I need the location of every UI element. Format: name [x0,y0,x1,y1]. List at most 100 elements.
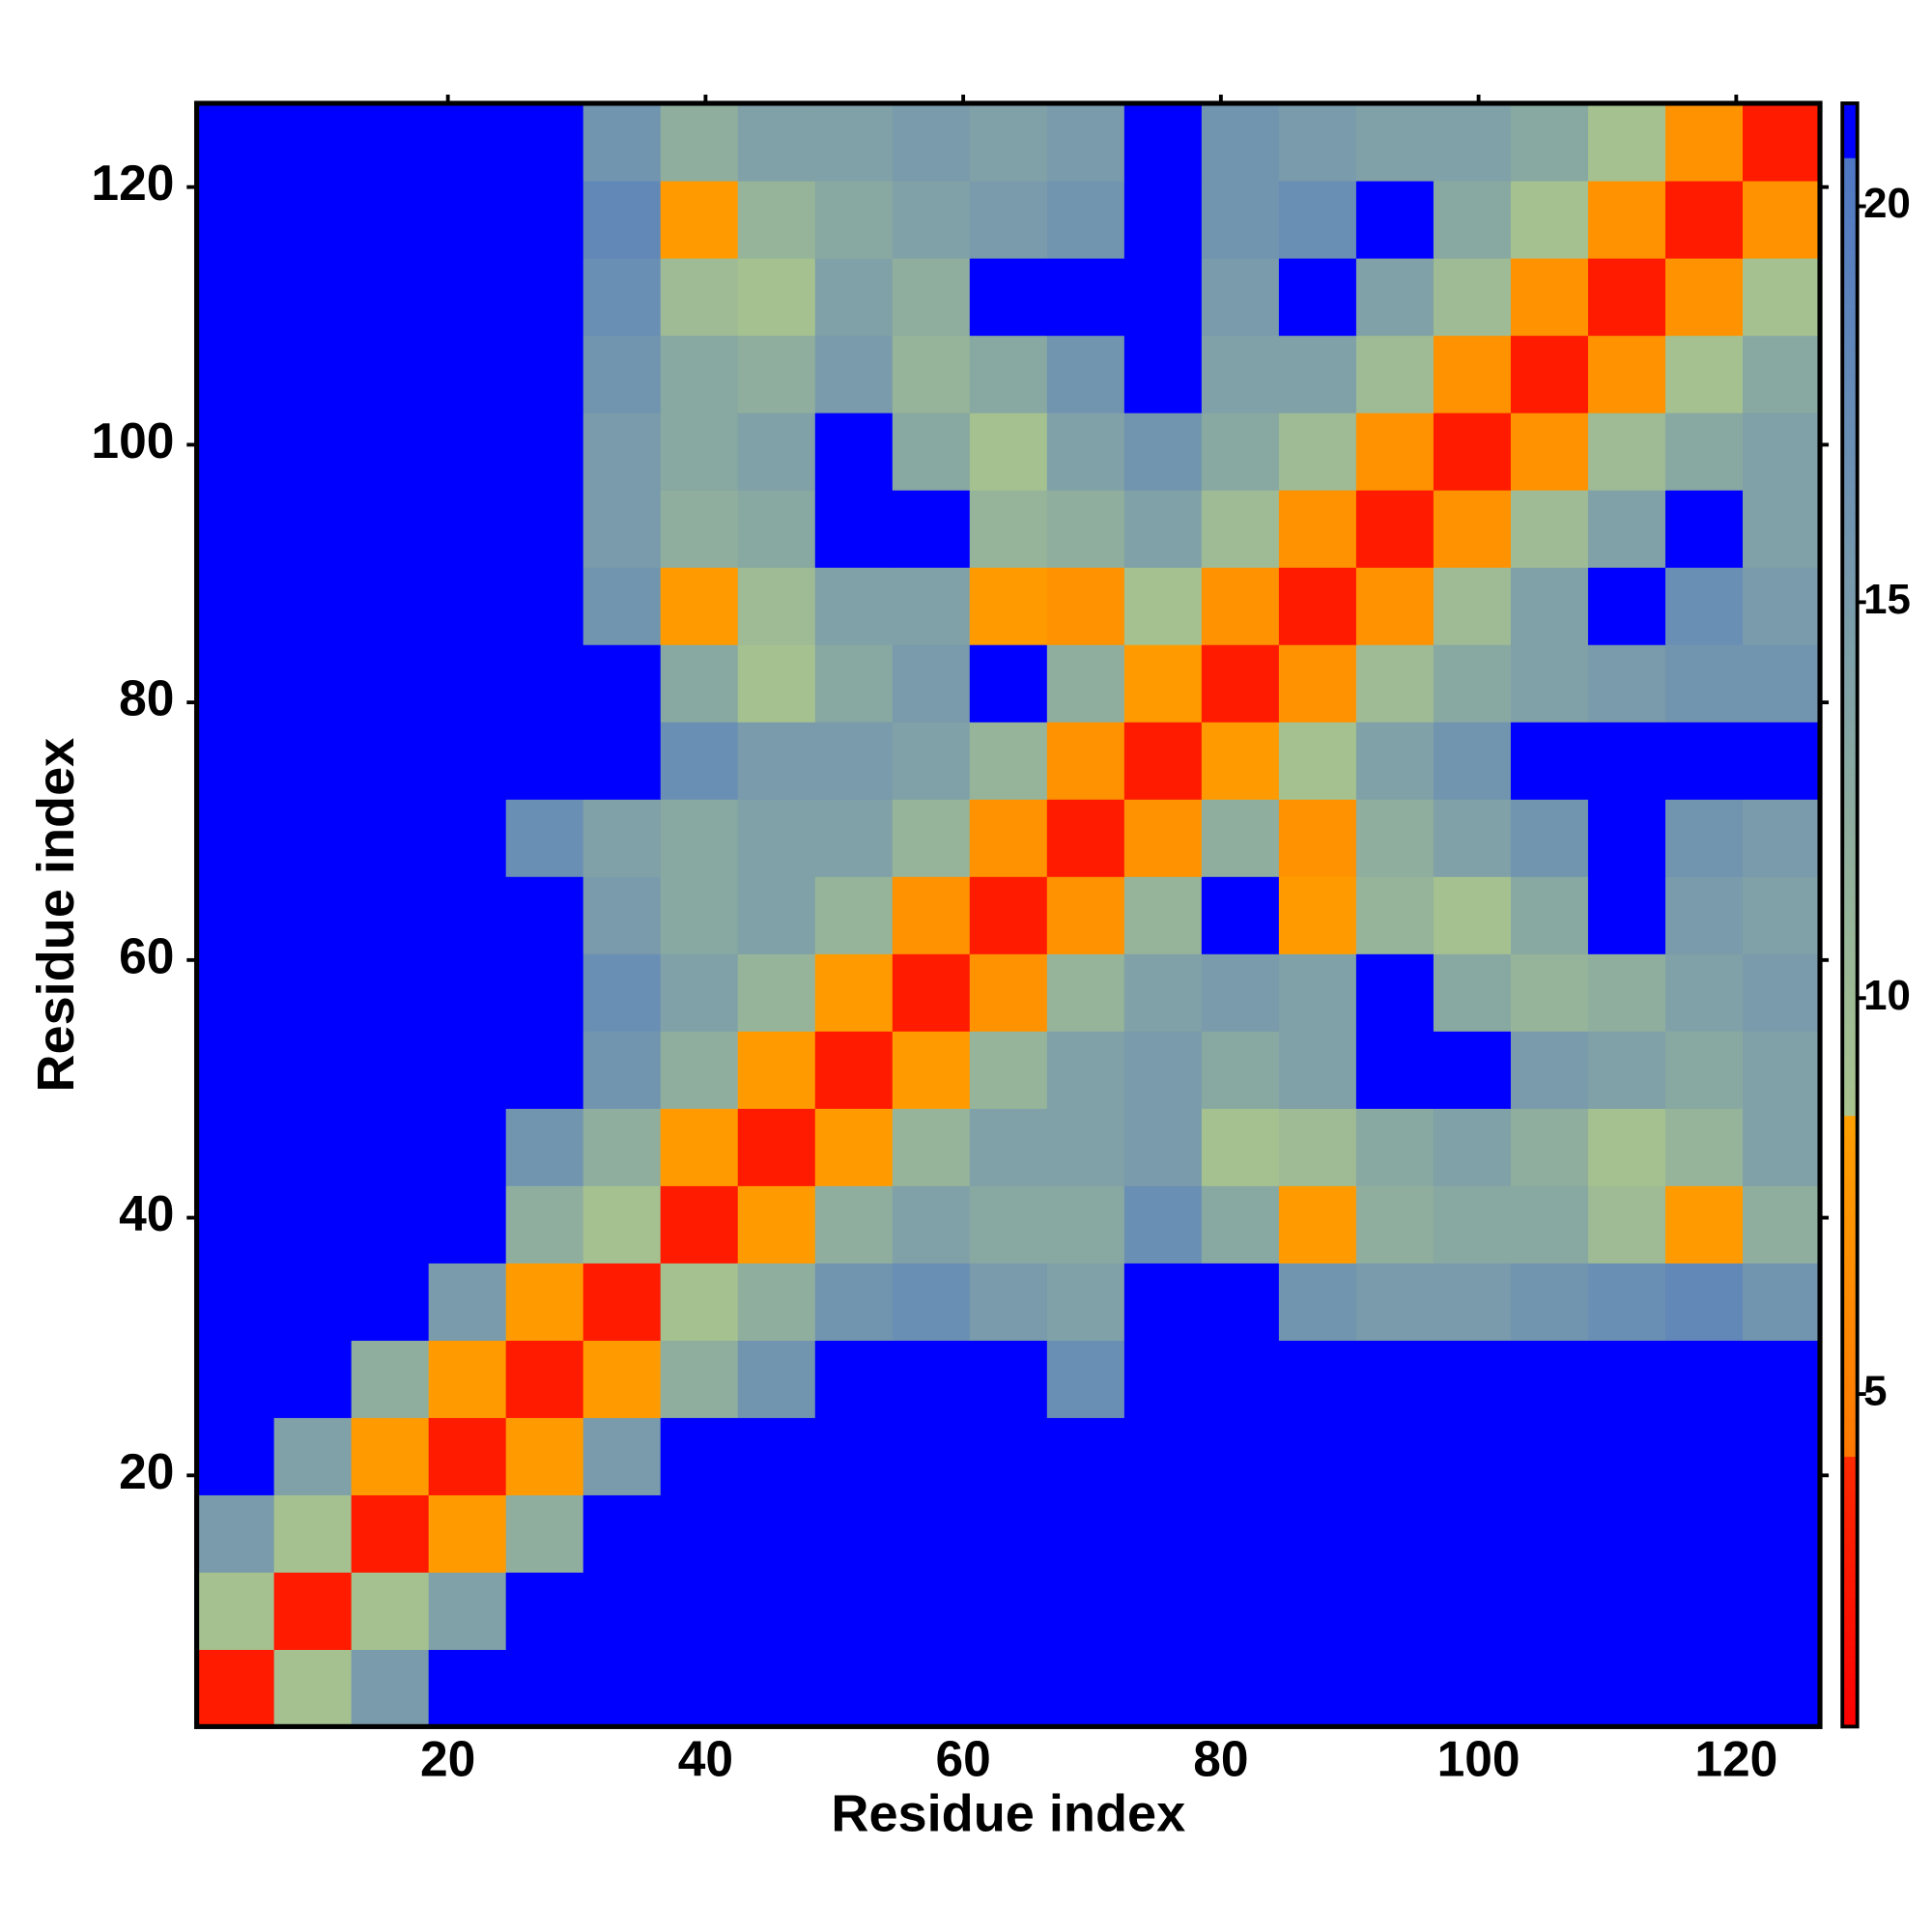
heatmap-cell [505,799,584,877]
colorbar-slice [1842,466,1858,472]
heatmap-cell [582,102,662,182]
colorbar-slice [1842,1542,1858,1549]
heatmap-cell [660,799,739,877]
colorbar-slice [1842,189,1858,196]
colorbar-slice [1842,211,1858,218]
colorbar-slice [1842,260,1858,267]
heatmap-cell [582,1031,662,1109]
heatmap-cell [1664,1031,1744,1109]
colorbar-slice [1842,552,1858,559]
heatmap-cell [892,799,971,877]
heatmap-cell [892,1263,971,1341]
heatmap-cell [351,102,430,182]
heatmap-cell [1278,490,1357,568]
heatmap-cell [505,953,584,1032]
colorbar-slice [1842,666,1858,672]
heatmap-cell [196,1417,275,1495]
heatmap-cell [737,1340,816,1418]
colorbar-slice [1842,1602,1858,1608]
heatmap-cell [969,180,1048,259]
colorbar-slice [1842,428,1858,435]
heatmap-cell [1433,102,1512,182]
colorbar-slice [1842,639,1858,645]
colorbar-slice [1842,162,1858,169]
heatmap-cell [428,1340,507,1418]
colorbar-slice [1842,590,1858,597]
colorbar-slice [1842,1115,1858,1122]
heatmap-cell [1046,1340,1125,1418]
colorbar-slice [1842,849,1858,857]
heatmap-cell [1433,876,1512,954]
colorbar-slice [1842,1634,1858,1641]
heatmap-cell [582,1494,662,1573]
heatmap-cell [814,1031,894,1109]
colorbar-slice [1842,347,1858,354]
heatmap-cell [1123,1572,1203,1650]
heatmap-cell [582,490,662,568]
heatmap-cell [273,1185,353,1264]
colorbar-slice [1842,1429,1858,1435]
colorbar-slice [1842,1504,1858,1512]
heatmap-cell [196,1263,275,1341]
colorbar-slice [1842,644,1858,651]
colorbar-slice [1842,216,1858,223]
colorbar-slice [1842,801,1858,808]
colorbar-slice [1842,1412,1858,1419]
colorbar-slice [1842,1488,1858,1495]
heatmap-cell [814,953,894,1032]
colorbar-slice [1842,1244,1858,1252]
heatmap-cell [737,412,816,491]
heatmap-cell [1355,1649,1435,1728]
heatmap-cell [1510,567,1589,645]
heatmap-cell [1587,180,1666,259]
heatmap-cell [505,102,584,182]
colorbar-slice [1842,266,1858,272]
colorbar-slice [1842,362,1858,370]
colorbar-slice [1842,1050,1858,1057]
x-axis-title: Residue index [831,1785,1185,1843]
colorbar-slice [1842,184,1858,191]
heatmap-cell [1664,1108,1744,1186]
heatmap-cell [428,180,507,259]
heatmap-cell [814,1417,894,1495]
heatmap-cell [1664,644,1744,723]
colorbar-slice [1842,1088,1858,1094]
colorbar-slice [1842,1364,1858,1371]
colorbar-slice [1842,671,1858,678]
colorbar-slice [1842,238,1858,245]
heatmap-cell [660,257,739,336]
heatmap-cell [505,335,584,413]
colorbar-slice [1842,287,1858,294]
colorbar-slice [1842,1131,1858,1138]
heatmap-cell [273,1494,353,1573]
heatmap-cell [1201,1572,1280,1650]
heatmap-cell [1355,257,1435,336]
colorbar-slice [1842,168,1858,175]
colorbar-slice [1842,649,1858,657]
colorbar-slice [1842,1548,1858,1554]
heatmap-cell [969,1417,1048,1495]
colorbar-slice [1842,1596,1858,1604]
heatmap-cell [1278,1494,1357,1573]
heatmap-cell [1278,1108,1357,1186]
heatmap-cell [273,1649,353,1728]
heatmap-cell [582,1108,662,1186]
heatmap-cell [351,1572,430,1650]
colorbar-slice [1842,780,1858,786]
colorbar-slice [1842,595,1858,603]
colorbar-slice [1842,536,1858,543]
heatmap-cell [1743,412,1821,491]
heatmap-cell [428,799,507,877]
heatmap-cell [196,102,275,182]
x-tick-label: 60 [935,1730,990,1786]
colorbar-slice [1842,855,1858,862]
colorbar-slice [1842,156,1858,164]
heatmap-cell [892,102,971,182]
heatmap-cell [1587,1031,1666,1109]
colorbar-slice [1842,866,1858,873]
heatmap-cell [1123,1263,1203,1341]
heatmap-cell [1278,180,1357,259]
colorbar-slice [1842,357,1858,364]
plot-frame [194,100,1823,1729]
colorbar-slice [1842,655,1858,662]
